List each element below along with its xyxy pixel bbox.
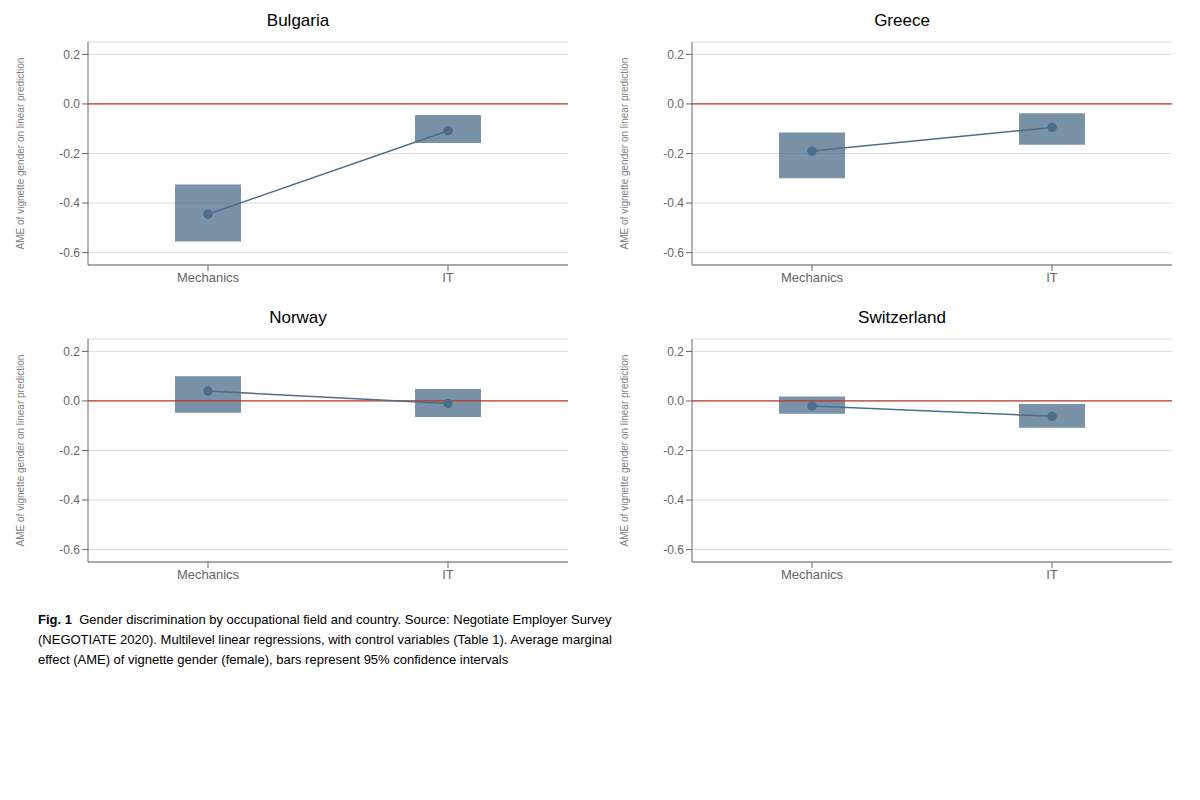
svg-text:IT: IT	[1046, 270, 1058, 285]
svg-text:Mechanics: Mechanics	[781, 567, 844, 582]
svg-text:Mechanics: Mechanics	[781, 270, 844, 285]
svg-text:AME of vignette gender on line: AME of vignette gender on linear predict…	[619, 58, 630, 250]
svg-text:-0.4: -0.4	[663, 196, 684, 210]
svg-text:-0.6: -0.6	[59, 246, 80, 260]
svg-text:-0.2: -0.2	[59, 147, 80, 161]
html-text:Norway: Norway	[269, 308, 327, 327]
svg-text:0.2: 0.2	[667, 345, 684, 359]
svg-text:-0.2: -0.2	[663, 147, 684, 161]
svg-text:-0.6: -0.6	[59, 543, 80, 557]
svg-text:IT: IT	[1046, 567, 1058, 582]
svg-text:0.2: 0.2	[63, 345, 80, 359]
svg-text:-0.2: -0.2	[59, 444, 80, 458]
svg-text:IT: IT	[442, 270, 454, 285]
svg-text:0.0: 0.0	[667, 394, 684, 408]
svg-text:0.0: 0.0	[63, 97, 80, 111]
svg-text:-0.6: -0.6	[663, 543, 684, 557]
svg-text:Mechanics: Mechanics	[177, 567, 240, 582]
html-text:(NEGOTIATE 2020). Multilevel l: (NEGOTIATE 2020). Multilevel linear regr…	[38, 632, 612, 647]
svg-text:0.2: 0.2	[667, 48, 684, 62]
html-text:effect (AME) of vignette gende: effect (AME) of vignette gender (female)…	[38, 652, 509, 667]
svg-text:AME of vignette gender on line: AME of vignette gender on linear predict…	[15, 58, 26, 250]
html-text:Greece: Greece	[874, 11, 930, 30]
svg-text:0.2: 0.2	[63, 48, 80, 62]
svg-text:-0.6: -0.6	[663, 246, 684, 260]
svg-text:IT: IT	[442, 567, 454, 582]
svg-text:-0.4: -0.4	[663, 493, 684, 507]
svg-text:-0.4: -0.4	[59, 196, 80, 210]
svg-text:Mechanics: Mechanics	[177, 270, 240, 285]
svg-text:0.0: 0.0	[63, 394, 80, 408]
svg-text:AME of vignette gender on line: AME of vignette gender on linear predict…	[619, 355, 630, 547]
html-text:Bulgaria: Bulgaria	[266, 11, 330, 30]
svg-text:AME of vignette gender on line: AME of vignette gender on linear predict…	[15, 355, 26, 547]
svg-text:0.0: 0.0	[667, 97, 684, 111]
svg-text:-0.2: -0.2	[663, 444, 684, 458]
html-text:Fig. 1 Gender discrimination b: Fig. 1 Gender discrimination by occupati…	[38, 612, 612, 627]
html-text:Switzerland: Switzerland	[858, 308, 946, 327]
svg-text:-0.4: -0.4	[59, 493, 80, 507]
